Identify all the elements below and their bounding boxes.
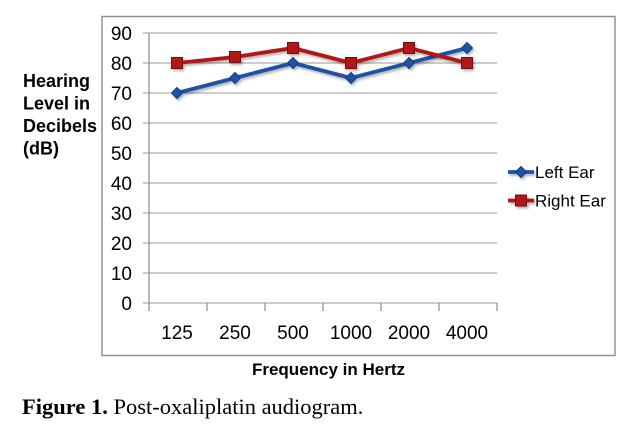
svg-text:10: 10 xyxy=(111,264,132,285)
svg-text:Frequency in Hertz: Frequency in Hertz xyxy=(252,360,405,379)
svg-text:90: 90 xyxy=(111,24,132,45)
svg-text:Hearing: Hearing xyxy=(23,71,90,91)
svg-text:Right Ear: Right Ear xyxy=(535,192,606,211)
svg-text:50: 50 xyxy=(111,144,132,165)
svg-text:Figure 1. Post-oxaliplatin aud: Figure 1. Post-oxaliplatin audiogram. xyxy=(22,394,363,419)
svg-text:250: 250 xyxy=(219,323,251,344)
svg-text:Level in: Level in xyxy=(23,94,90,114)
svg-text:Decibels: Decibels xyxy=(23,116,97,136)
svg-text:2000: 2000 xyxy=(388,323,430,344)
svg-text:20: 20 xyxy=(111,234,132,255)
svg-text:125: 125 xyxy=(161,323,193,344)
svg-text:70: 70 xyxy=(111,84,132,105)
svg-text:0: 0 xyxy=(121,294,132,315)
svg-text:60: 60 xyxy=(111,114,132,135)
svg-text:80: 80 xyxy=(111,54,132,75)
svg-text:500: 500 xyxy=(277,323,309,344)
svg-text:40: 40 xyxy=(111,174,132,195)
svg-text:1000: 1000 xyxy=(330,323,372,344)
svg-text:4000: 4000 xyxy=(446,323,488,344)
svg-text:30: 30 xyxy=(111,204,132,225)
svg-text:(dB): (dB) xyxy=(23,139,59,159)
svg-text:Left Ear: Left Ear xyxy=(535,163,595,182)
